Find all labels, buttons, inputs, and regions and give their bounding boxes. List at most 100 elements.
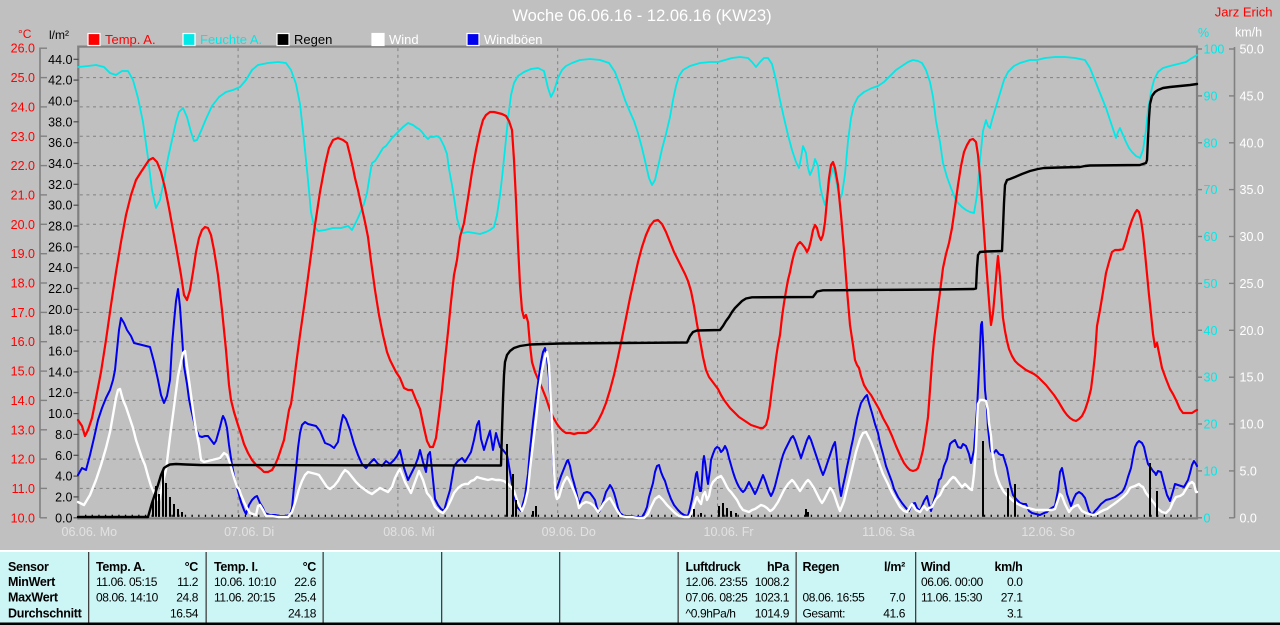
svg-text:40.0: 40.0: [1240, 136, 1264, 150]
svg-text:Woche 06.06.16 - 12.06.16 (KW2: Woche 06.06.16 - 12.06.16 (KW23): [512, 7, 771, 25]
svg-text:MaxWert: MaxWert: [8, 590, 59, 604]
svg-text:10.0: 10.0: [1240, 418, 1264, 432]
svg-text:°C: °C: [303, 560, 317, 574]
svg-text:18.0: 18.0: [48, 324, 72, 338]
svg-text:50.0: 50.0: [1240, 43, 1264, 57]
svg-text:24.8: 24.8: [176, 590, 198, 604]
svg-text:0.0: 0.0: [55, 511, 72, 525]
svg-text:34.0: 34.0: [48, 157, 72, 171]
svg-text:Temp. I.: Temp. I.: [214, 560, 258, 574]
svg-text:16.54: 16.54: [170, 607, 199, 621]
svg-text:1014.9: 1014.9: [755, 607, 790, 621]
svg-text:12.0: 12.0: [48, 386, 72, 400]
svg-text:70: 70: [1204, 183, 1218, 197]
svg-text:Wind: Wind: [921, 560, 950, 574]
svg-text:18.0: 18.0: [11, 277, 35, 291]
svg-text:07.06. Di: 07.06. Di: [224, 525, 274, 539]
svg-text:22.0: 22.0: [11, 159, 35, 173]
svg-text:7.0: 7.0: [890, 590, 906, 604]
svg-text:km/h: km/h: [995, 560, 1023, 574]
svg-text:60: 60: [1204, 230, 1218, 244]
svg-text:km/h: km/h: [1235, 26, 1262, 40]
svg-text:10: 10: [1204, 464, 1218, 478]
svg-text:Regen: Regen: [294, 32, 332, 47]
svg-text:Windböen: Windböen: [484, 32, 543, 47]
svg-text:44.0: 44.0: [48, 53, 72, 67]
svg-text:°C: °C: [185, 560, 199, 574]
svg-text:0.0: 0.0: [1240, 511, 1257, 525]
svg-text:11.06. 20:15: 11.06. 20:15: [214, 590, 276, 604]
svg-text:12.06. 23:55: 12.06. 23:55: [686, 575, 749, 589]
svg-text:14.0: 14.0: [48, 365, 72, 379]
svg-text:24.0: 24.0: [48, 261, 72, 275]
svg-text:11.0: 11.0: [12, 482, 35, 496]
svg-text:28.0: 28.0: [48, 220, 72, 234]
svg-text:10.06. 10:10: 10.06. 10:10: [214, 575, 277, 589]
svg-text:40: 40: [1204, 324, 1218, 338]
svg-text:42.0: 42.0: [48, 74, 72, 88]
svg-text:^0.9hPa/h: ^0.9hPa/h: [686, 607, 736, 621]
svg-text:25.0: 25.0: [11, 71, 35, 85]
svg-text:35.0: 35.0: [1240, 183, 1264, 197]
svg-text:16.0: 16.0: [48, 345, 72, 359]
svg-text:0: 0: [1204, 511, 1211, 525]
svg-text:%: %: [1198, 26, 1209, 40]
svg-text:32.0: 32.0: [48, 178, 72, 192]
svg-text:25.4: 25.4: [294, 590, 316, 604]
svg-text:09.06. Do: 09.06. Do: [542, 525, 596, 539]
svg-text:Feuchte A.: Feuchte A.: [200, 32, 262, 47]
svg-text:hPa: hPa: [767, 560, 790, 574]
svg-text:06.06. Mo: 06.06. Mo: [62, 525, 118, 539]
svg-text:22.6: 22.6: [294, 575, 316, 589]
svg-text:10.06. Fr: 10.06. Fr: [704, 525, 754, 539]
svg-text:30.0: 30.0: [48, 199, 72, 213]
svg-text:MinWert: MinWert: [8, 575, 56, 589]
svg-text:10.0: 10.0: [48, 407, 72, 421]
svg-text:10.0: 10.0: [11, 511, 35, 525]
svg-text:11.06. 05:15: 11.06. 05:15: [96, 575, 158, 589]
svg-text:14.0: 14.0: [11, 394, 35, 408]
svg-text:25.0: 25.0: [1240, 277, 1264, 291]
svg-text:6.0: 6.0: [55, 449, 72, 463]
svg-text:11.2: 11.2: [177, 575, 199, 589]
svg-text:24.0: 24.0: [11, 100, 35, 114]
svg-text:17.0: 17.0: [11, 306, 35, 320]
svg-text:26.0: 26.0: [48, 240, 72, 254]
svg-text:l/m²: l/m²: [884, 560, 905, 574]
svg-text:Gesamt:: Gesamt:: [803, 607, 846, 621]
svg-text:08.06. Mi: 08.06. Mi: [383, 525, 434, 539]
svg-text:08.06. 14:10: 08.06. 14:10: [96, 590, 159, 604]
svg-text:21.0: 21.0: [11, 188, 35, 202]
svg-text:38.0: 38.0: [48, 115, 72, 129]
svg-text:80: 80: [1204, 136, 1218, 150]
svg-text:90: 90: [1204, 89, 1218, 103]
svg-text:40.0: 40.0: [48, 94, 72, 108]
svg-text:50: 50: [1204, 277, 1218, 291]
svg-text:15.0: 15.0: [11, 365, 35, 379]
svg-text:45.0: 45.0: [1240, 89, 1264, 103]
svg-text:Jarz Erich: Jarz Erich: [1215, 5, 1273, 20]
svg-text:06.06. 00:00: 06.06. 00:00: [921, 575, 984, 589]
svg-text:27.1: 27.1: [1001, 590, 1023, 604]
svg-text:100: 100: [1204, 43, 1225, 57]
svg-text:1008.2: 1008.2: [755, 575, 790, 589]
svg-text:Wind: Wind: [389, 32, 419, 47]
svg-text:5.0: 5.0: [1240, 464, 1257, 478]
svg-text:°C: °C: [18, 27, 32, 41]
svg-text:Durchschnitt: Durchschnitt: [8, 607, 83, 621]
svg-text:30.0: 30.0: [1240, 230, 1264, 244]
svg-text:12.06. So: 12.06. So: [1021, 525, 1075, 539]
svg-text:30: 30: [1204, 371, 1218, 385]
svg-text:12.0: 12.0: [11, 453, 35, 467]
svg-text:22.0: 22.0: [48, 282, 72, 296]
svg-text:20.0: 20.0: [48, 303, 72, 317]
svg-text:13.0: 13.0: [11, 423, 35, 437]
svg-text:Temp. A.: Temp. A.: [96, 560, 145, 574]
svg-text:Temp. A.: Temp. A.: [105, 32, 156, 47]
svg-text:41.6: 41.6: [883, 607, 905, 621]
svg-text:3.1: 3.1: [1007, 607, 1023, 621]
svg-text:1023.1: 1023.1: [755, 590, 790, 604]
svg-text:Luftdruck: Luftdruck: [686, 560, 741, 574]
svg-text:Regen: Regen: [803, 560, 840, 574]
svg-text:8.0: 8.0: [55, 428, 72, 442]
